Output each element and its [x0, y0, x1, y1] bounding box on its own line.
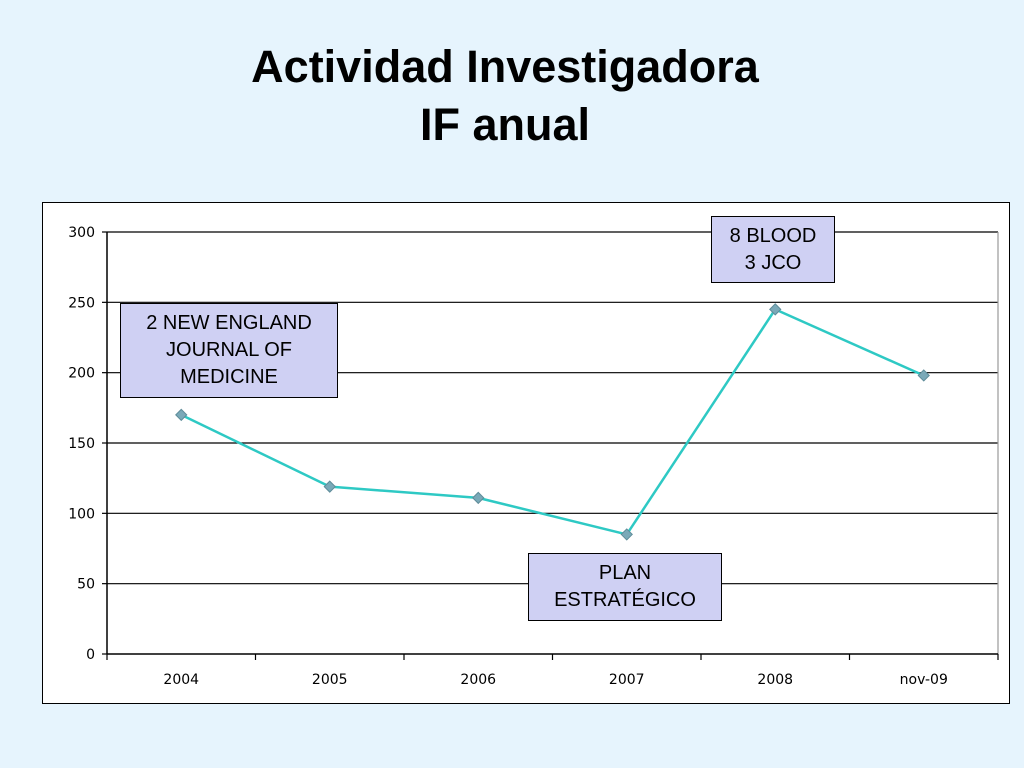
annotation-plan-line-2: ESTRATÉGICO	[554, 589, 696, 611]
annotation-blood-line-2: 3 JCO	[744, 251, 802, 274]
line-chart: 0 50 100 150 200 250 300 2004 2005 2006 2007 2008 no…	[68, 225, 999, 688]
data-point-2004	[175, 408, 188, 422]
slide-title: Actividad Investigadora IF anual	[0, 38, 1010, 154]
annotation-blood-line-1: 8 BLOOD	[729, 224, 817, 247]
x-tick-label-nov-09: nov-09	[900, 672, 948, 688]
data-point-2006	[472, 491, 485, 505]
y-tick-label-250: 250	[68, 295, 95, 311]
data-point-2008	[769, 303, 782, 316]
slide-title-line-2: IF anual	[419, 99, 591, 150]
annotation-blood-jco: 8 BLOOD 3 JCO	[711, 216, 835, 283]
annotation-plan-line-1: PLAN	[598, 562, 652, 584]
annotation-plan-estrategico: PLAN ESTRATÉGICO	[528, 553, 722, 621]
data-point-2007	[620, 528, 633, 541]
annotation-new-england: 2 NEW ENGLAND JOURNAL OF MEDICINE	[120, 303, 338, 398]
x-tick-label-2005: 2005	[312, 672, 348, 688]
chart-frame: 0 50 100 150 200 250 300 2004 2005 2006 2007 2008 no…	[42, 202, 1010, 704]
x-tick-label-2008: 2008	[757, 672, 793, 688]
y-tick-label-300: 300	[68, 225, 95, 241]
annotation-new-england-line-2: JOURNAL OF	[166, 339, 292, 361]
y-tick-label-100: 100	[68, 506, 95, 522]
y-tick-label-0: 0	[86, 647, 95, 663]
x-tick-label-2006: 2006	[460, 672, 496, 688]
y-tick-label-50: 50	[77, 577, 95, 593]
x-tick-label-2007: 2007	[609, 672, 645, 688]
slide-title-line-1: Actividad Investigadora	[251, 41, 759, 92]
data-point-2005	[323, 480, 336, 493]
series-line-0	[180, 308, 925, 536]
data-point-nov-09	[917, 369, 930, 382]
annotation-new-england-line-1: 2 NEW ENGLAND	[146, 312, 312, 334]
annotation-new-england-line-3: MEDICINE	[180, 366, 278, 388]
y-tick-label-200: 200	[68, 366, 95, 382]
y-tick-label-150: 150	[68, 436, 95, 452]
x-tick-label-2004: 2004	[163, 672, 199, 688]
